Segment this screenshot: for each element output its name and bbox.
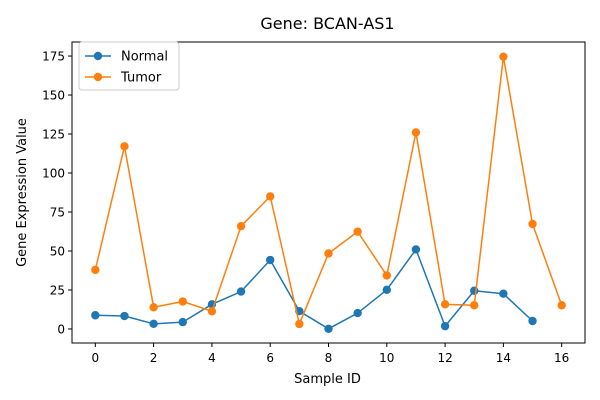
y-tick-label: 150 (42, 89, 65, 103)
tumor-data-point (499, 52, 508, 61)
normal-data-point (499, 289, 508, 298)
normal-data-point (149, 319, 158, 329)
x-tick-label: 14 (496, 351, 511, 365)
normal-data-point (440, 321, 450, 331)
tumor-data-point (178, 297, 187, 306)
x-tick-label: 4 (208, 351, 216, 365)
y-tick-label: 25 (50, 283, 65, 297)
tumor-data-point (266, 192, 275, 201)
x-tick-label: 10 (379, 351, 394, 365)
y-tick-label: 125 (42, 128, 65, 142)
tumor-data-point (353, 227, 362, 236)
tumor-data-point (120, 142, 129, 151)
normal-data-point (382, 285, 391, 295)
y-tick-label: 50 (50, 244, 65, 258)
normal-data-point (120, 311, 129, 321)
x-tick-label: 6 (266, 351, 274, 365)
normal-data-point (178, 317, 187, 327)
normal-data-point (353, 308, 362, 318)
y-tick-label: 75 (50, 205, 65, 219)
normal-series-line (95, 248, 534, 330)
plot-area (91, 52, 566, 334)
y-axis: 0 25 50 75 100 125 150 175 (42, 50, 72, 336)
tumor-data-point (91, 265, 100, 275)
tumor-data-point (149, 303, 158, 312)
legend-normal-label: Normal (121, 50, 168, 65)
x-tick-label: 8 (325, 351, 333, 365)
tumor-data-point (236, 221, 246, 231)
chart-title: Gene: BCAN-AS1 (260, 14, 394, 33)
tumor-data-point (528, 219, 537, 229)
x-tick-label: 12 (437, 351, 452, 365)
y-axis-label: Gene Expression Value (15, 118, 30, 267)
normal-data-point (324, 324, 333, 334)
tumor-data-point (207, 307, 217, 316)
x-axis: 0 2 4 6 8 10 12 14 16 (91, 343, 569, 365)
x-tick-label: 16 (554, 351, 569, 365)
tumor-data-point (440, 300, 450, 309)
tumor-data-point (382, 271, 391, 280)
legend: Normal Tumor (78, 41, 180, 91)
normal-data-point (236, 287, 246, 296)
tumor-data-point (557, 301, 566, 310)
y-tick-label: 175 (42, 50, 65, 64)
normal-data-point (91, 311, 100, 320)
normal-data-point (470, 286, 479, 295)
tumor-data-point (411, 128, 421, 137)
legend-tumor-marker (93, 72, 103, 82)
legend-tumor-label: Tumor (120, 71, 162, 86)
normal-data-point (266, 255, 275, 265)
legend-box (78, 41, 180, 91)
legend-normal-marker (93, 51, 103, 61)
tumor-data-point (470, 301, 479, 310)
x-tick-label: 0 (91, 351, 99, 365)
tumor-data-point (324, 249, 333, 258)
x-tick-label: 2 (150, 351, 158, 365)
normal-data-point (528, 316, 537, 326)
y-tick-label: 100 (42, 167, 65, 181)
y-tick-label: 0 (57, 322, 65, 336)
tumor-data-point (295, 319, 304, 329)
x-axis-label: Sample ID (294, 372, 361, 387)
normal-data-point (411, 245, 421, 254)
